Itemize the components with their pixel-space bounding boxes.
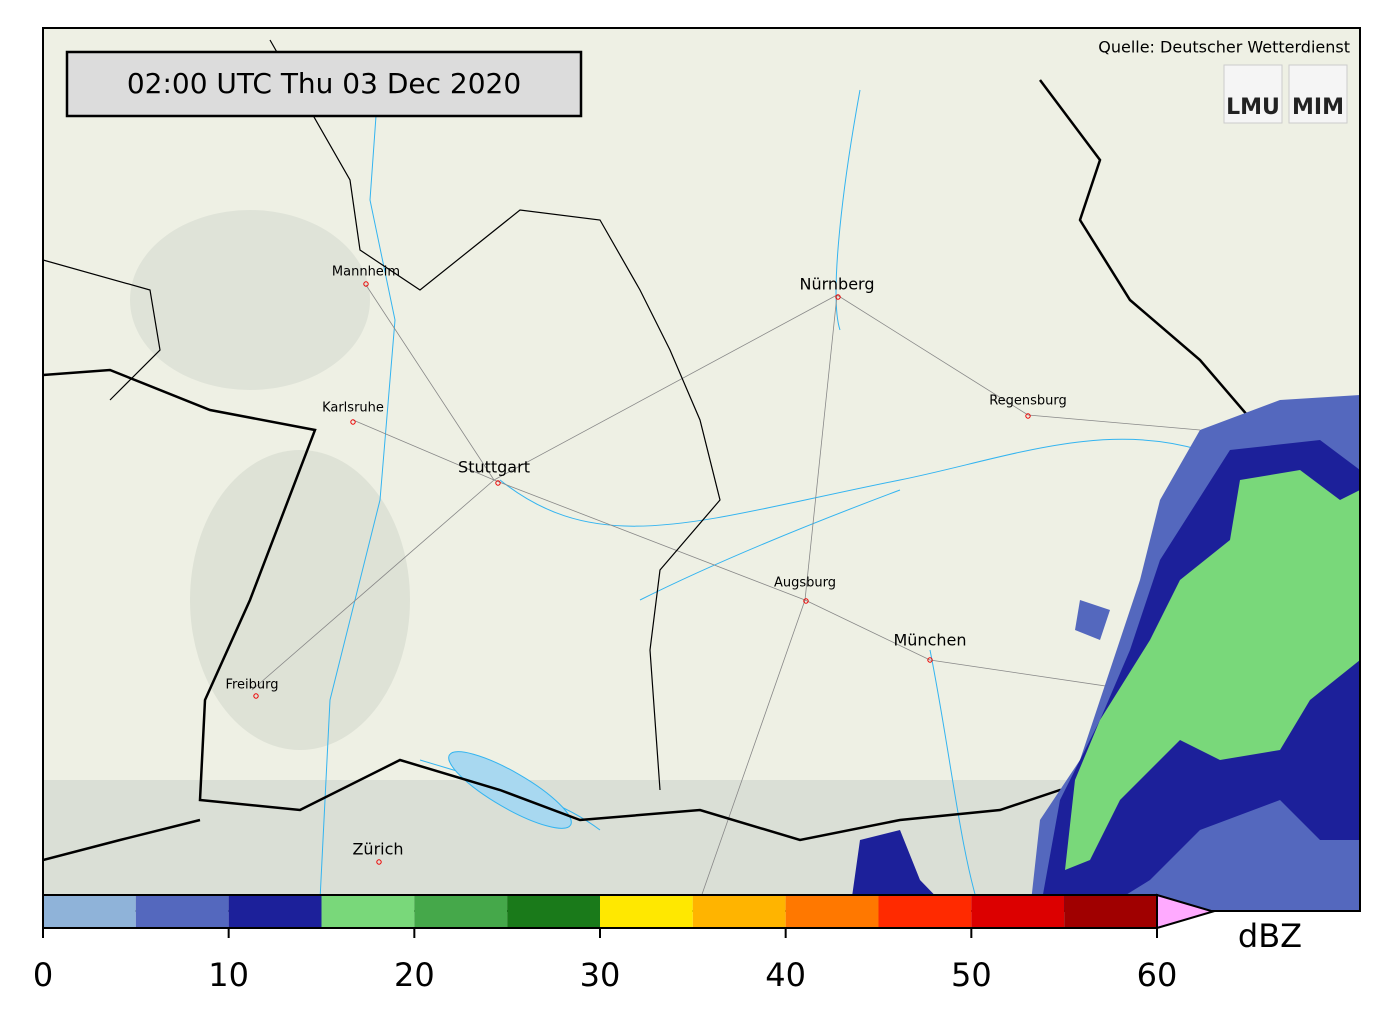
colorbar-tick-label: 30 [580, 956, 621, 994]
roads [251, 284, 1201, 901]
colorbar-segment [135, 895, 229, 928]
source: Quelle: Deutscher Wetterdienst [1098, 38, 1350, 57]
timestamp-box [65, 50, 583, 118]
city-label: München [893, 631, 966, 650]
logo-box [1288, 64, 1348, 124]
colorbar: 0 10 20 30 40 50 60 [33, 893, 1217, 994]
colorbar-segment [971, 895, 1065, 928]
colorbar-segment [878, 895, 972, 928]
city-marker [350, 419, 356, 425]
city-label: Nürnberg [800, 275, 875, 294]
city-marker [927, 657, 933, 663]
colorbar-segment [600, 895, 693, 928]
city-marker [803, 598, 809, 604]
colorbar-tick-label: 60 [1137, 956, 1178, 994]
state-borders [43, 39, 721, 791]
city-label: Mannheim [332, 265, 400, 280]
city-label: Karlsruhe [322, 401, 384, 416]
colorbar-segment [1064, 895, 1157, 928]
colorbar-segment [785, 895, 879, 928]
logo: LMU [1226, 95, 1280, 120]
logo: MIM [1292, 95, 1344, 120]
city-marker [495, 480, 501, 486]
city-marker [253, 693, 259, 699]
colorbar-segment [228, 895, 322, 928]
city-label: Augsburg [774, 576, 836, 591]
city-label: Zürich [352, 840, 403, 859]
colorbar-tick-label: 40 [765, 956, 806, 994]
map-layers [43, 39, 1360, 911]
colorbar-tick-label: 0 [33, 956, 53, 994]
terrain [130, 210, 370, 390]
colorbar-tick-label: 20 [394, 956, 435, 994]
colorbar-segment [321, 895, 415, 928]
city-marker [1025, 413, 1031, 419]
city-label: Regensburg [989, 394, 1067, 409]
colorbar-unit: dBZ [1238, 917, 1302, 955]
colorbar-segment [692, 895, 786, 928]
city-labels: Mannheim Nürnberg Regensburg Karlsruhe Stutt… [225, 265, 1067, 865]
timestamp: 02:00 UTC Thu 03 Dec 2020 [127, 67, 521, 100]
city-label: Stuttgart [458, 458, 530, 477]
colorbar-segment [414, 895, 508, 928]
logo-box [1223, 64, 1283, 124]
lake-constance [448, 751, 572, 829]
city-marker [376, 859, 382, 865]
city-marker [363, 281, 369, 287]
colorbar-segment [43, 895, 136, 928]
colorbar-segment [507, 895, 600, 928]
radar-echoes [850, 395, 1360, 911]
colorbar-tick-label: 10 [208, 956, 249, 994]
colorbar-tick-label: 50 [951, 956, 992, 994]
terrain [190, 450, 410, 750]
city-label: Freiburg [225, 678, 278, 693]
city-marker [835, 294, 841, 300]
